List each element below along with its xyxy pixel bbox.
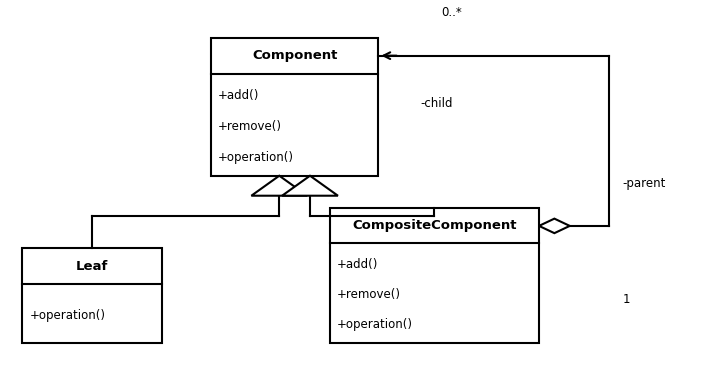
- Bar: [329, 208, 539, 343]
- Text: Component: Component: [252, 49, 337, 62]
- Text: +add(): +add(): [336, 258, 378, 271]
- Text: 1: 1: [622, 293, 630, 306]
- Text: CompositeComponent: CompositeComponent: [352, 219, 517, 232]
- Polygon shape: [282, 176, 338, 196]
- Text: +operation(): +operation(): [218, 151, 294, 164]
- Text: +operation(): +operation(): [336, 318, 412, 331]
- Text: +remove(): +remove(): [218, 120, 282, 133]
- Bar: [22, 249, 162, 343]
- Bar: [211, 38, 379, 176]
- Text: -child: -child: [421, 97, 453, 109]
- Text: +remove(): +remove(): [336, 288, 400, 301]
- Text: Leaf: Leaf: [76, 260, 109, 273]
- Polygon shape: [539, 219, 570, 233]
- Text: +operation(): +operation(): [29, 309, 105, 322]
- Text: -parent: -parent: [622, 176, 666, 190]
- Text: 0..*: 0..*: [441, 6, 462, 19]
- Text: +add(): +add(): [218, 89, 259, 102]
- Polygon shape: [252, 176, 307, 196]
